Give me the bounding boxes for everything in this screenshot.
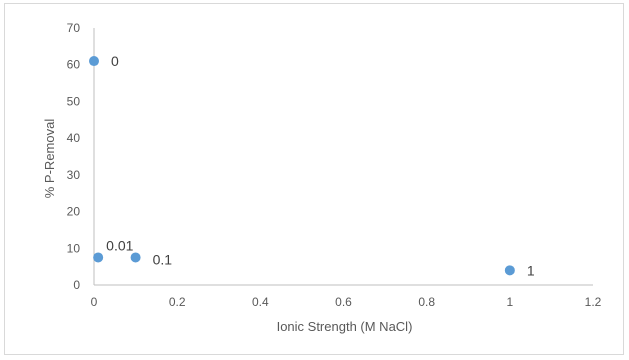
y-tick-label: 0 <box>73 278 80 292</box>
data-label: 1 <box>527 262 535 278</box>
y-axis-title: % P-Removal <box>42 119 57 199</box>
data-label: 0.1 <box>153 251 173 267</box>
data-point <box>93 252 104 263</box>
y-tick-labels: 0 10 20 30 40 50 60 70 <box>67 21 81 292</box>
data-point <box>89 56 99 67</box>
y-tick-label: 70 <box>67 21 81 35</box>
x-tick-label: 0.4 <box>252 295 269 309</box>
y-tick-label: 40 <box>67 131 81 145</box>
y-tick-label: 50 <box>67 94 81 108</box>
data-label: 0.01 <box>106 237 133 253</box>
data-point <box>130 252 141 263</box>
y-tick-label: 10 <box>67 241 81 255</box>
data-label: 0 <box>111 53 119 69</box>
data-labels: 0 0.01 0.1 1 <box>106 53 535 278</box>
x-tick-label: 0.2 <box>169 295 186 309</box>
x-tick-label: 0 <box>91 295 98 309</box>
y-tick-label: 30 <box>67 168 81 182</box>
x-tick-label: 1.2 <box>585 295 602 309</box>
data-points <box>89 56 515 276</box>
x-tick-label: 0.6 <box>335 295 352 309</box>
chart-frame <box>4 3 624 355</box>
x-tick-label: 0.8 <box>418 295 435 309</box>
x-tick-label: 1 <box>506 295 513 309</box>
axes <box>93 28 593 286</box>
data-point <box>504 265 515 276</box>
y-tick-label: 60 <box>67 58 81 72</box>
x-axis-title: Ionic Strength (M NaCl) <box>277 319 413 334</box>
y-tick-label: 20 <box>67 205 81 219</box>
x-tick-labels: 0 0.2 0.4 0.6 0.8 1 1.2 <box>91 295 602 309</box>
